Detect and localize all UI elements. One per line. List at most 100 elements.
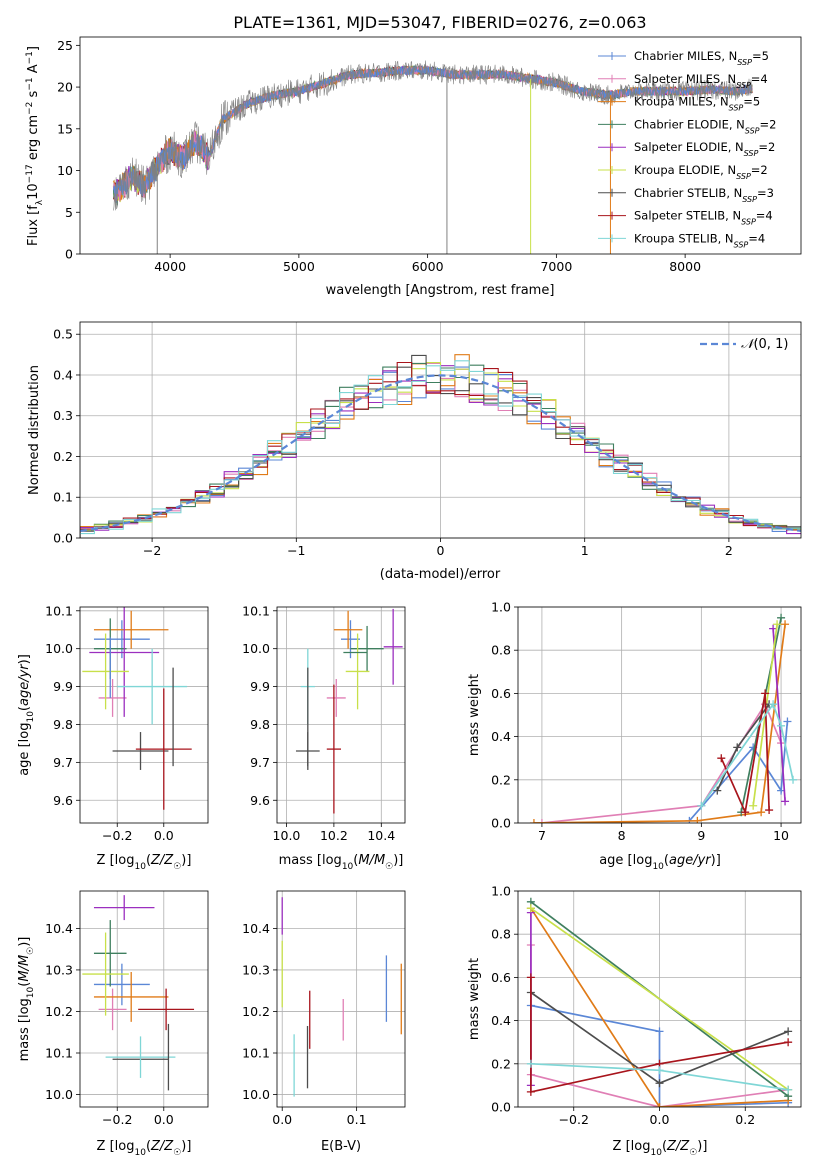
y-tick-label: 9.9: [250, 679, 270, 694]
plot-area: [80, 354, 801, 538]
mass-weight-marker: [526, 1059, 535, 1068]
plot-area: [281, 897, 402, 1097]
mass-weight-marker: [769, 700, 778, 709]
age-vs-mass-panel: 10.0 10.2 10.4 9.6 9.7 9.8 9.9 10.0 10.1 mass [lo…: [242, 603, 406, 872]
y-tick-label: 1.0: [491, 600, 511, 615]
ticks: 7 8 9 10 0.0 0.2 0.4 0.6 0.8 1.0: [491, 600, 789, 844]
y-tick-label: 0.1: [53, 490, 73, 505]
y-tick-label: 9.8: [53, 717, 73, 732]
mass-weight-marker: [713, 786, 722, 795]
axes-frame: [276, 606, 406, 824]
legend-entry: Chabrier MILES, NSSP=5: [634, 49, 769, 67]
axes-frame: [79, 606, 209, 824]
x-tick-label: 5000: [283, 259, 315, 274]
x-tick-label: −0.2: [102, 1112, 132, 1127]
normal-reference-curve: [80, 374, 801, 532]
ticks: −2 −1 0 1 2 0.0 0.1 0.2 0.3 0.4 0.5: [53, 327, 733, 558]
mass-weight-marker: [526, 973, 535, 982]
y-tick-label: 10.1: [45, 1046, 73, 1061]
age-vs-metallicity-panel: −0.2 0.0 9.6 9.7 9.8 9.9 10.0 10.1 Z [log10(Z/Z☉…: [17, 603, 209, 872]
x-tick-label: 1: [581, 543, 589, 558]
y-tick-label: 25: [57, 38, 73, 53]
x-tick-label: 10.0: [273, 828, 301, 843]
y-tick-label: 0.2: [53, 449, 73, 464]
y-tick-label: 0.6: [491, 970, 511, 985]
x-axis-label: (data-model)/error: [380, 567, 501, 582]
axes-frame: [517, 890, 802, 1108]
x-axis-label: Z [log10(Z/Z☉)]: [97, 1139, 192, 1158]
x-tick-label: 0.0: [272, 1112, 292, 1127]
y-tick-label: 0.0: [491, 816, 511, 831]
x-axis-label: mass [log10(M/M☉)]: [279, 853, 404, 872]
y-tick-label: 0.4: [491, 1013, 511, 1028]
y-tick-label: 0.4: [53, 367, 73, 382]
y-tick-label: 0.2: [491, 772, 511, 787]
y-tick-label: 0.8: [491, 643, 511, 658]
y-tick-label: 10.1: [242, 603, 270, 618]
x-tick-label: 7000: [540, 259, 572, 274]
y-tick-label: 10.0: [242, 641, 270, 656]
mass-weight-marker: [765, 806, 774, 815]
plot-area: [526, 897, 793, 1107]
x-tick-label: 0.0: [154, 1112, 174, 1127]
mass-weight-marker: [777, 613, 786, 622]
mass-weight-marker: [655, 1066, 664, 1075]
y-tick-label: 9.7: [250, 755, 270, 770]
mass-weight-marker: [697, 801, 706, 810]
mass-weight-marker: [529, 819, 538, 823]
y-tick-label: 1.0: [491, 884, 511, 899]
y-axis-label: mass weight: [467, 674, 482, 756]
ticks: −0.2 0.0 9.6 9.7 9.8 9.9 10.0 10.1: [45, 603, 174, 843]
y-tick-label: 20: [57, 80, 73, 95]
plot-area: [529, 613, 798, 823]
x-tick-label: 9: [697, 828, 705, 843]
x-tick-label: 8000: [669, 259, 701, 274]
legend-entry: 𝒩(0, 1): [741, 337, 788, 352]
y-axis-label: Normed distribution: [27, 365, 42, 495]
mass-weight-vs-age-panel: 7 8 9 10 0.0 0.2 0.4 0.6 0.8 1.0 age [log10(age/yr…: [467, 600, 802, 872]
mass-weight-line-salpeter-stelib: [530, 977, 789, 1093]
mass-weight-marker: [784, 1038, 793, 1047]
mass-weight-marker: [773, 620, 782, 629]
y-tick-label: 10.4: [45, 921, 73, 936]
mass-weight-line-kroupa-miles: [533, 624, 786, 823]
mass-weight-line-salpeter-elodie: [772, 628, 786, 802]
y-axis-label: age [log10(age/yr)]: [17, 654, 36, 776]
model-spectrum-salpeter-miles: [112, 64, 753, 202]
y-tick-label: 10.1: [45, 603, 73, 618]
y-tick-label: 10.0: [45, 1087, 73, 1102]
mass-weight-marker: [777, 721, 786, 730]
y-tick-label: 10.0: [45, 641, 73, 656]
y-tick-label: 10.2: [242, 1004, 270, 1019]
mass-weight-marker: [783, 717, 792, 726]
mass-weight-marker: [655, 1103, 664, 1107]
legend-entry: Salpeter MILES, NSSP=4: [634, 72, 768, 90]
mass-weight-line-kroupa-elodie: [530, 907, 789, 1091]
x-tick-label: 0.0: [650, 1112, 670, 1127]
ticks: 0.0 0.1 10.0 10.1 10.2 10.3 10.4: [242, 921, 366, 1127]
y-tick-label: 9.8: [250, 717, 270, 732]
mass-weight-marker: [781, 797, 790, 806]
x-axis-label: wavelength [Angstrom, rest frame]: [326, 283, 555, 298]
mass-weight-marker: [655, 1079, 664, 1088]
x-axis-label: age [log10(age/yr)]: [599, 853, 721, 872]
y-axis-label: mass [log10(M/M☉)]: [17, 937, 36, 1062]
axes-frame: [79, 36, 802, 255]
y-tick-label: 9.9: [53, 679, 73, 694]
y-tick-label: 10.2: [45, 1004, 73, 1019]
mass-weight-marker: [526, 904, 535, 913]
y-tick-label: 0.0: [53, 531, 73, 546]
mass-weight-marker: [741, 808, 750, 817]
mass-weight-marker: [749, 801, 758, 810]
x-tick-label: −2: [143, 543, 161, 558]
grid-lines: [80, 891, 208, 1107]
x-axis-label: Z [log10(Z/Z☉)]: [97, 853, 192, 872]
legend: Chabrier MILES, NSSP=5 Salpeter MILES, NS…: [598, 49, 776, 249]
mass-weight-marker: [789, 775, 798, 784]
x-tick-label: −0.2: [102, 828, 132, 843]
x-tick-label: 6000: [412, 259, 444, 274]
y-tick-label: 0.6: [491, 686, 511, 701]
y-tick-label: 9.6: [53, 793, 73, 808]
y-tick-label: 10.3: [45, 962, 73, 977]
